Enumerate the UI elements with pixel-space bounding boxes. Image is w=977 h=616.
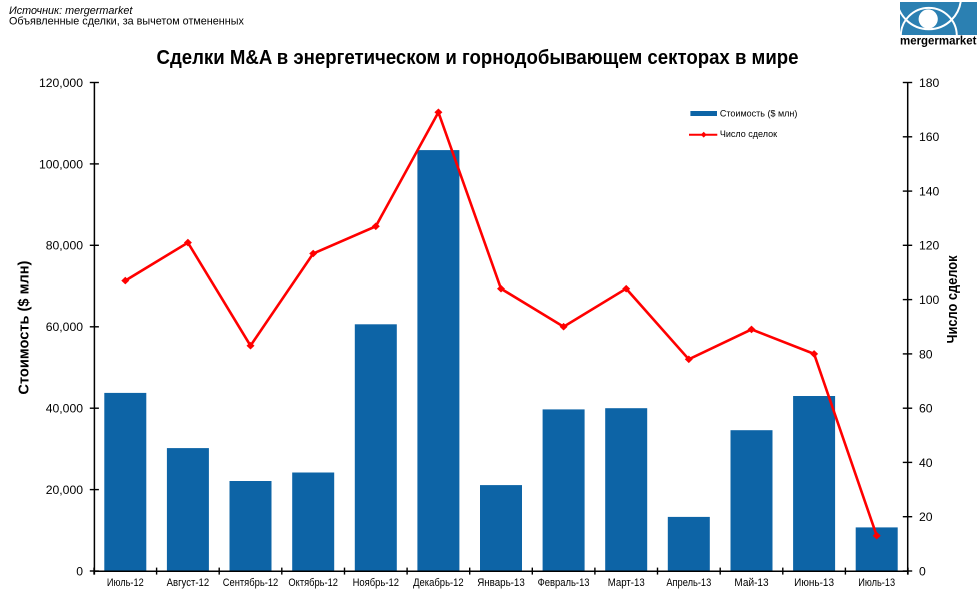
svg-text:180: 180 bbox=[919, 76, 940, 90]
svg-text:Апрель-13: Апрель-13 bbox=[666, 577, 711, 589]
svg-text:100: 100 bbox=[919, 293, 940, 307]
svg-text:0: 0 bbox=[919, 564, 926, 578]
svg-text:Июнь-13: Июнь-13 bbox=[794, 577, 834, 589]
svg-text:160: 160 bbox=[919, 130, 940, 144]
svg-text:80,000: 80,000 bbox=[46, 239, 83, 253]
svg-text:Октябрь-12: Октябрь-12 bbox=[288, 577, 338, 589]
svg-text:40,000: 40,000 bbox=[46, 402, 83, 416]
svg-text:Февраль-13: Февраль-13 bbox=[538, 577, 590, 589]
svg-text:Август-12: Август-12 bbox=[167, 577, 210, 589]
svg-text:60: 60 bbox=[919, 402, 933, 416]
svg-text:Ноябрь-12: Ноябрь-12 bbox=[353, 577, 399, 589]
svg-text:Март-13: Март-13 bbox=[608, 577, 645, 589]
svg-text:100,000: 100,000 bbox=[39, 157, 83, 171]
svg-text:20,000: 20,000 bbox=[46, 483, 83, 497]
svg-text:Сделки M&A в энергетическом и: Сделки M&A в энергетическом и горнодобыв… bbox=[157, 47, 799, 69]
svg-text:80: 80 bbox=[919, 347, 933, 361]
svg-text:20: 20 bbox=[919, 510, 933, 524]
svg-text:120,000: 120,000 bbox=[39, 76, 83, 90]
svg-text:Июль-12: Июль-12 bbox=[107, 577, 144, 589]
svg-text:Число сделок: Число сделок bbox=[944, 255, 961, 343]
svg-text:mergermarket: mergermarket bbox=[900, 35, 977, 47]
svg-text:Сентябрь-12: Сентябрь-12 bbox=[223, 577, 279, 589]
svg-text:Источник: mergermarket: Источник: mergermarket bbox=[9, 5, 133, 17]
svg-text:40: 40 bbox=[919, 456, 933, 470]
svg-text:Стоимость ($ млн): Стоимость ($ млн) bbox=[15, 261, 32, 395]
svg-text:Число сделок: Число сделок bbox=[720, 129, 777, 139]
svg-text:Объявленные сделки, за вычетом: Объявленные сделки, за вычетом отмененны… bbox=[9, 15, 244, 27]
svg-text:60,000: 60,000 bbox=[46, 320, 83, 334]
svg-text:Май-13: Май-13 bbox=[734, 577, 768, 589]
svg-text:Стоимость ($ млн): Стоимость ($ млн) bbox=[720, 108, 797, 118]
svg-text:Декабрь-12: Декабрь-12 bbox=[413, 577, 464, 589]
svg-text:120: 120 bbox=[919, 239, 940, 253]
svg-text:Январь-13: Январь-13 bbox=[477, 577, 525, 589]
svg-text:Июль-13: Июль-13 bbox=[858, 577, 895, 589]
svg-text:0: 0 bbox=[76, 564, 83, 578]
svg-text:140: 140 bbox=[919, 185, 940, 199]
